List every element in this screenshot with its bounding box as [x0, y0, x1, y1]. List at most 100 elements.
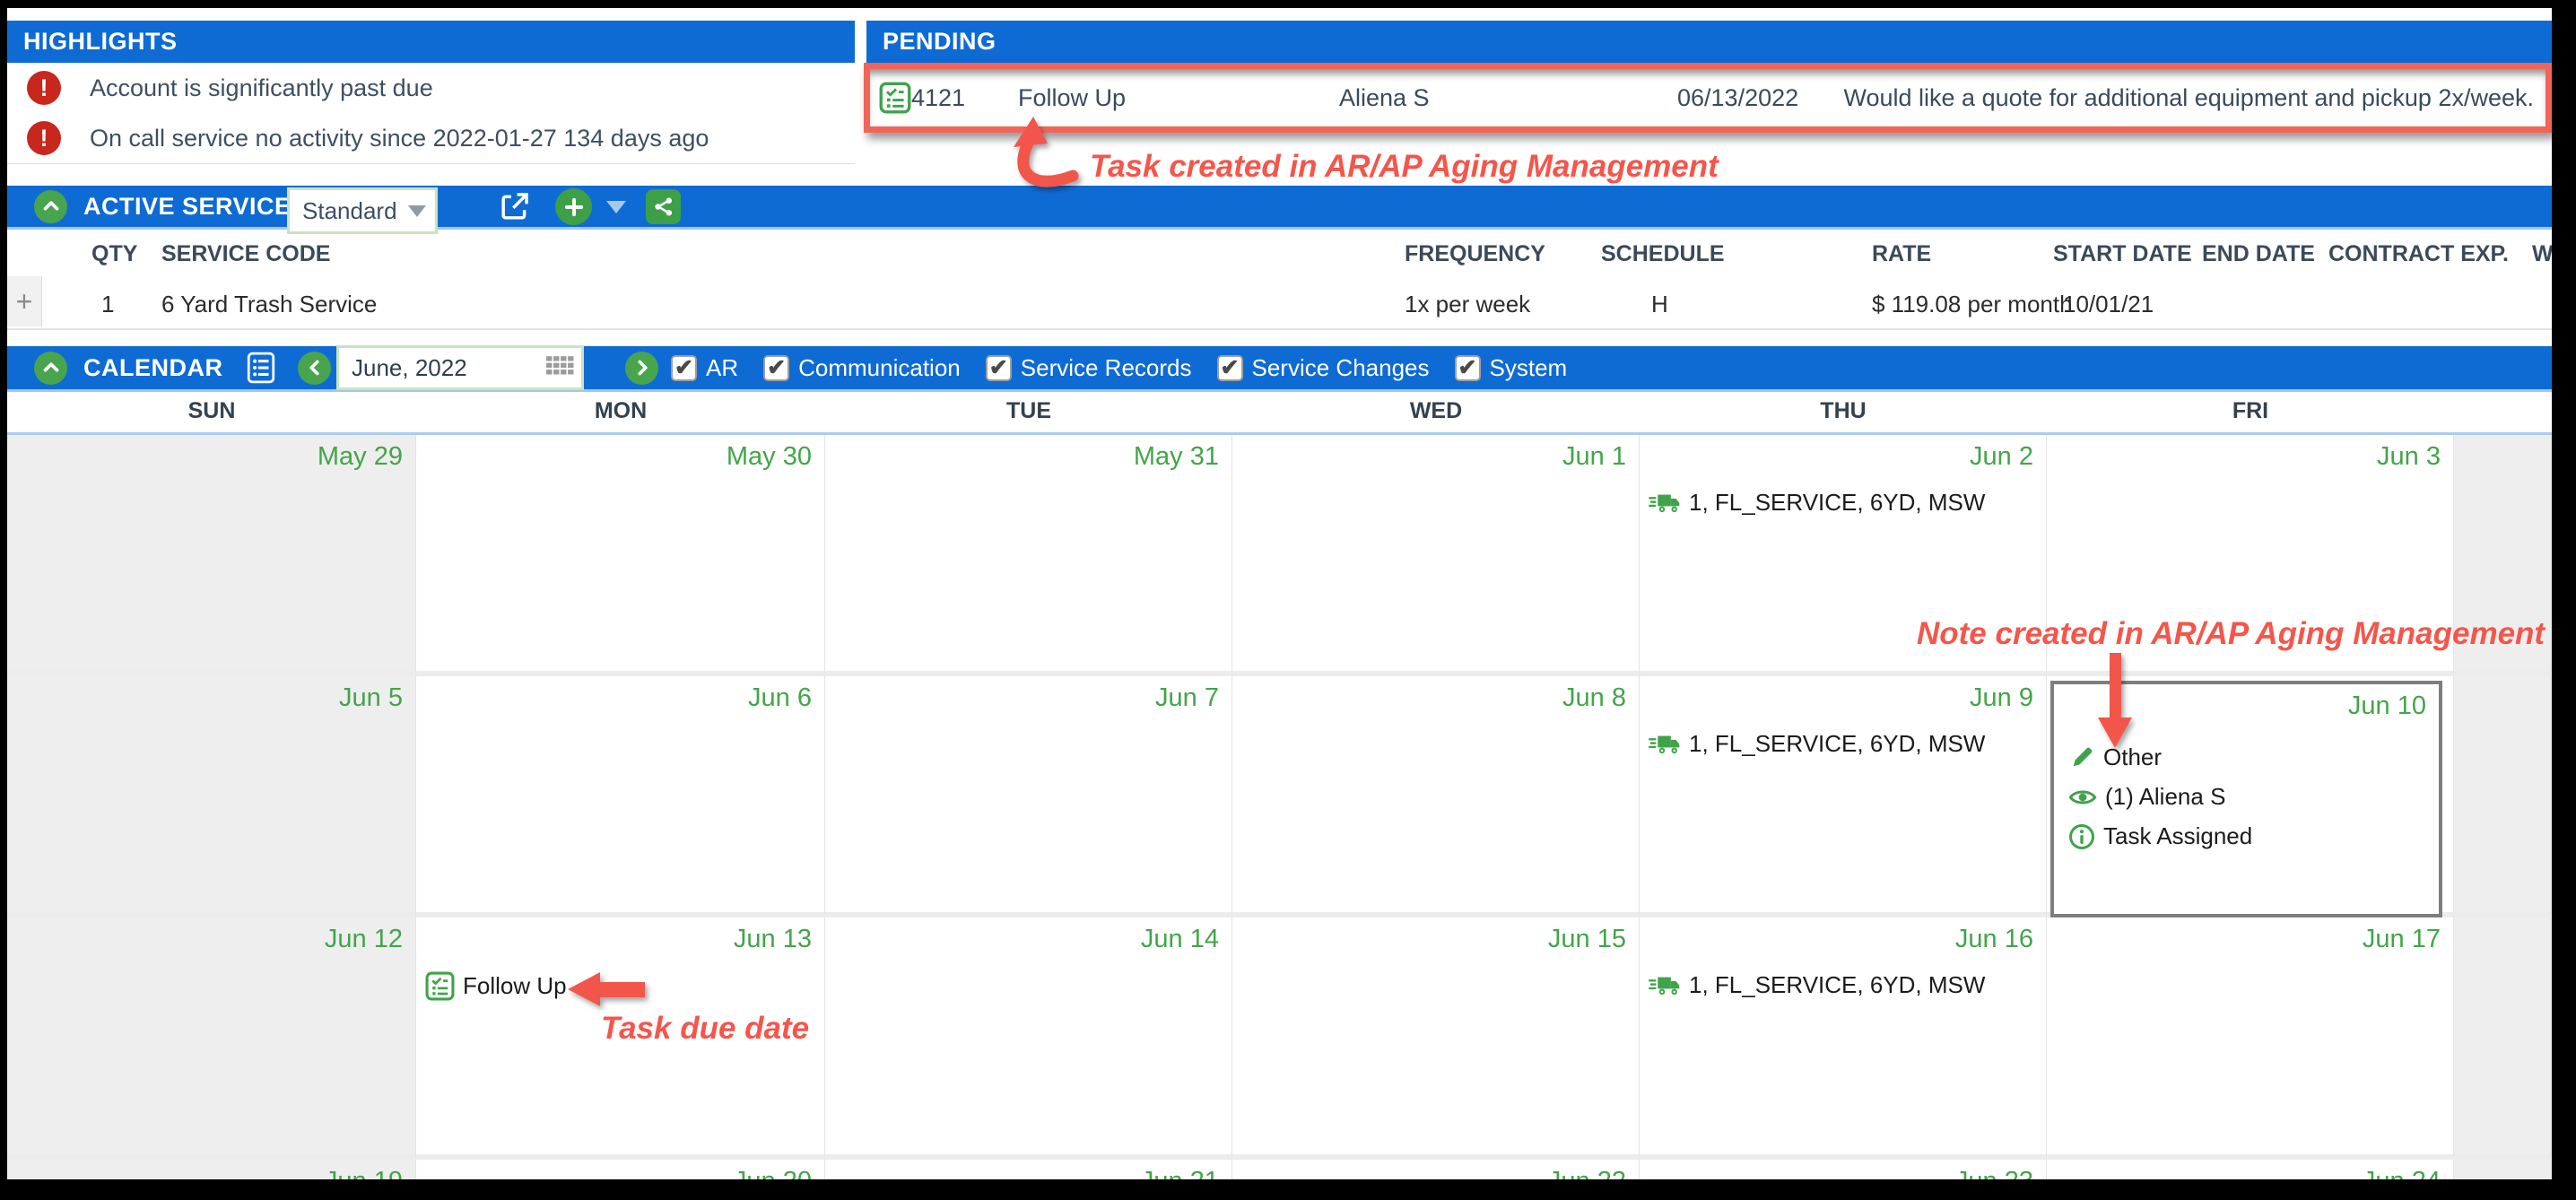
calendar-cell-jun-12[interactable]: Jun 12: [7, 917, 416, 1160]
alert-text: Account is significantly past due: [90, 74, 433, 101]
truck-icon: [1649, 494, 1680, 512]
eye-icon: [2068, 790, 2097, 804]
calendar-cell-jun-16[interactable]: Jun 16 1, FL_SERVICE, 6YD, MSW: [1640, 917, 2047, 1160]
filter-label: System: [1489, 353, 1568, 381]
cell-date: May 29: [317, 442, 403, 471]
collapse-active-services-button[interactable]: [34, 189, 67, 223]
checkbox-icon[interactable]: ✔: [1454, 354, 1481, 381]
cell-date: Jun 17: [2362, 925, 2441, 953]
chevron-left-icon: [309, 360, 319, 376]
filter-label: AR: [706, 353, 739, 381]
app-window: HIGHLIGHTS ! Account is significantly pa…: [7, 8, 2552, 1179]
calendar-cell-sat-clipped[interactable]: [2454, 917, 2552, 1160]
cell-date: Jun 19: [325, 1167, 403, 1179]
calendar-event[interactable]: 1, FL_SERVICE, 6YD, MSW: [1649, 730, 1985, 758]
calendar-cell-jun-23[interactable]: Jun 23: [1640, 1160, 2047, 1179]
calendar-picker-icon[interactable]: [545, 355, 574, 380]
checkbox-icon[interactable]: ✔: [763, 354, 790, 381]
col-header-clipped: W: [2532, 241, 2552, 266]
calendar-cell-jun-14[interactable]: Jun 14: [825, 917, 1232, 1160]
calendar-cell-jun-21[interactable]: Jun 21: [825, 1160, 1232, 1179]
service-schedule: H: [1651, 291, 1668, 317]
calendar-grid: May 29 May 30 May 31 Jun 1 Jun 2 1, FL_SERVIC…: [7, 432, 2552, 1179]
note-box[interactable]: Jun 10 Other (1) Aliena S Task Assigned: [2050, 681, 2442, 917]
cell-date: Jun 8: [1562, 683, 1626, 712]
filter-system[interactable]: ✔ System: [1454, 353, 1568, 382]
calendar-cell-jun-17[interactable]: Jun 17: [2047, 917, 2454, 1160]
calendar-cell-jun-5[interactable]: Jun 5: [7, 676, 416, 917]
previous-month-button[interactable]: [298, 351, 331, 385]
day-header-sat-clipped: [2454, 389, 2552, 432]
day-header-mon: MON: [594, 397, 648, 423]
calendar-event[interactable]: 1, FL_SERVICE, 6YD, MSW: [1649, 489, 1985, 517]
event-label: Task Assigned: [2103, 822, 2253, 849]
cell-date: Jun 14: [1140, 925, 1219, 953]
checkbox-icon[interactable]: ✔: [671, 354, 697, 381]
calendar-cell-jun-7[interactable]: Jun 7: [825, 676, 1232, 917]
calendar-cell-jun-19[interactable]: Jun 19: [7, 1160, 416, 1179]
open-in-new-window-button[interactable]: [498, 190, 531, 230]
calendar-cell-sat-clipped[interactable]: [2454, 435, 2552, 676]
calendar-cell-jun-3[interactable]: Jun 3: [2047, 435, 2454, 676]
truck-icon: [1649, 735, 1680, 753]
filter-service-records[interactable]: ✔ Service Records: [985, 353, 1192, 382]
chevron-up-icon: [43, 362, 58, 372]
calendar-event[interactable]: Follow Up: [425, 971, 567, 1001]
collapse-calendar-button[interactable]: [34, 351, 67, 385]
filter-ar[interactable]: ✔ AR: [671, 354, 738, 382]
add-service-button[interactable]: [555, 188, 592, 225]
pending-task-highlight-box: 4121 Follow Up Aliena S 06/13/2022 Would…: [864, 63, 2552, 133]
cell-date: Jun 5: [339, 683, 403, 712]
calendar-cell-jun-6[interactable]: Jun 6: [416, 676, 825, 917]
calendar-event[interactable]: Task Assigned: [2068, 822, 2252, 850]
cell-date: Jun 15: [1547, 925, 1626, 953]
calendar-cell-jun-22[interactable]: Jun 22: [1232, 1160, 1640, 1179]
calendar-event[interactable]: Other: [2068, 743, 2162, 771]
month-input[interactable]: June, 2022: [336, 345, 584, 390]
pencil-icon: [2068, 744, 2095, 771]
calendar-filters: ✔ AR ✔ Communication ✔ Service Records ✔ Servic…: [671, 346, 1567, 389]
calendar-cell-jun-20[interactable]: Jun 20: [416, 1160, 825, 1179]
checkbox-icon[interactable]: ✔: [985, 354, 1012, 381]
plus-icon: [564, 197, 583, 216]
row-expander-button[interactable]: +: [7, 276, 42, 326]
calendar-list-view-button[interactable]: [247, 352, 275, 384]
calendar-cell-jun-13[interactable]: Jun 13 Follow Up: [416, 917, 825, 1160]
cell-date: Jun 1: [1562, 442, 1626, 471]
add-service-dropdown-arrow[interactable]: [606, 201, 626, 213]
filter-label: Service Records: [1020, 353, 1192, 381]
calendar-cell-jun-15[interactable]: Jun 15: [1232, 917, 1640, 1160]
share-button[interactable]: [646, 189, 681, 224]
cell-date: May 30: [726, 442, 812, 471]
calendar-cell-may-30[interactable]: May 30: [416, 435, 825, 676]
annotation-task-created: Task created in AR/AP Aging Management: [1090, 149, 1719, 184]
day-header-wed: WED: [1409, 397, 1463, 423]
calendar-cell-jun-9[interactable]: Jun 9 1, FL_SERVICE, 6YD, MSW: [1640, 676, 2047, 917]
cell-date: Jun 23: [1955, 1167, 2033, 1179]
col-header-service-code: SERVICE CODE: [161, 241, 331, 266]
calendar-cell-jun-24[interactable]: Jun 24: [2047, 1160, 2454, 1179]
filter-communication[interactable]: ✔ Communication: [763, 354, 961, 382]
checkbox-icon[interactable]: ✔: [1216, 354, 1243, 381]
calendar-cell-jun-8[interactable]: Jun 8: [1232, 676, 1640, 917]
filter-service-changes[interactable]: ✔ Service Changes: [1216, 354, 1430, 382]
next-month-button[interactable]: [625, 351, 658, 385]
calendar-cell-may-31[interactable]: May 31: [825, 435, 1232, 676]
cell-date: Jun 21: [1141, 1167, 1219, 1179]
service-view-select[interactable]: Standard: [287, 187, 438, 234]
event-label: 1, FL_SERVICE, 6YD, MSW: [1689, 971, 1986, 998]
calendar-event[interactable]: 1, FL_SERVICE, 6YD, MSW: [1649, 971, 1985, 999]
calendar-cell-jun-2[interactable]: Jun 2 1, FL_SERVICE, 6YD, MSW: [1640, 435, 2047, 676]
col-header-end-date: END DATE: [2202, 241, 2315, 266]
calendar-cell-sat-clipped[interactable]: [2454, 676, 2552, 917]
calendar-event[interactable]: (1) Aliena S: [2068, 783, 2225, 811]
day-header-tue: TUE: [1006, 397, 1051, 423]
service-row[interactable]: +: [7, 276, 2552, 330]
service-start-date: 10/01/21: [2063, 291, 2154, 317]
service-frequency: 1x per week: [1405, 291, 1531, 317]
calendar-cell-may-29[interactable]: May 29: [7, 435, 416, 676]
calendar-cell-sat-clipped[interactable]: [2454, 1160, 2552, 1179]
calendar-cell-jun-1[interactable]: Jun 1: [1232, 435, 1640, 676]
calendar-cell-jun-10[interactable]: Jun 10 Other (1) Aliena S Task Assigned: [2047, 676, 2454, 917]
pending-task-row[interactable]: 4121 Follow Up Aliena S 06/13/2022 Would…: [870, 69, 2546, 126]
